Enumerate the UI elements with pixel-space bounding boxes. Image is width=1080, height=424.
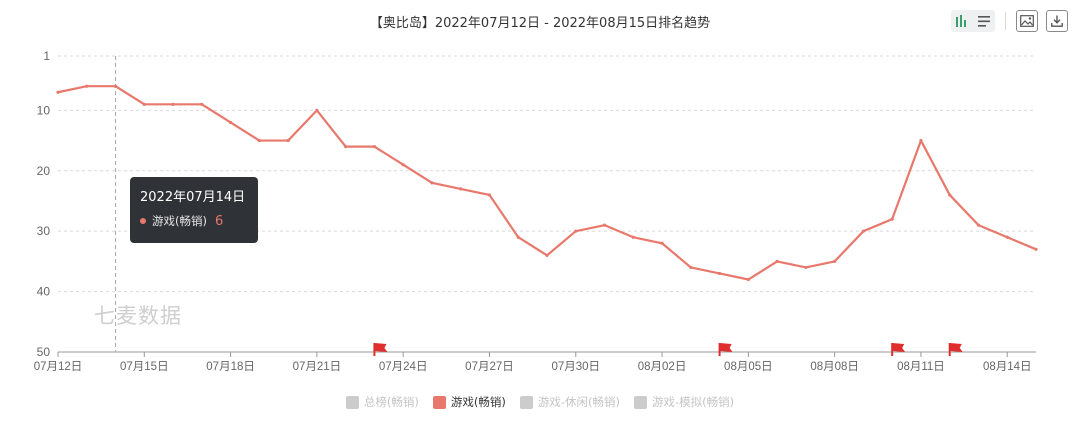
data-point — [574, 229, 578, 233]
data-point — [315, 108, 319, 112]
x-tick-label: 08月05日 — [724, 361, 773, 373]
legend-label: 游戏(畅销) — [450, 395, 506, 409]
data-point — [689, 265, 693, 270]
flag-cloth — [719, 343, 733, 352]
series-lines — [56, 84, 1038, 282]
data-point — [890, 217, 894, 221]
chart-title: 【奥比岛】2022年07月12日 - 2022年08月15日排名趋势 — [369, 16, 711, 31]
list-icon[interactable] — [973, 10, 995, 32]
legend-item[interactable]: 游戏(畅销) — [432, 394, 506, 410]
event-flags — [373, 343, 963, 356]
download-icon[interactable] — [1046, 10, 1068, 32]
data-point — [459, 187, 463, 191]
data-point — [85, 84, 89, 88]
data-point — [948, 193, 952, 197]
data-point — [487, 193, 492, 197]
y-tick-label: 30 — [37, 224, 51, 238]
x-tick-label: 08月11日 — [897, 361, 945, 373]
data-point — [775, 259, 779, 263]
data-point — [516, 235, 520, 239]
data-point — [660, 241, 664, 245]
tooltip-row: 游戏(畅销) 6 — [140, 213, 248, 229]
data-point — [746, 277, 750, 282]
legend-item[interactable]: 游戏-模拟(畅销) — [633, 394, 735, 410]
data-point — [228, 120, 233, 125]
data-point — [631, 235, 635, 239]
data-point — [804, 265, 808, 270]
data-point — [833, 259, 837, 263]
flag-cloth — [892, 343, 906, 352]
data-point — [1034, 247, 1038, 251]
x-tick-label: 08月08日 — [810, 361, 859, 373]
flag-icon — [948, 343, 963, 356]
data-point — [372, 145, 377, 149]
y-tick-label: 20 — [37, 164, 51, 178]
legend-swatch — [633, 395, 647, 409]
data-tooltip: 2022年07月14日 游戏(畅销) 6 — [130, 177, 258, 243]
toolbar-divider — [1005, 12, 1006, 30]
axes: 1 10 20 30 40 50 07月12日 07月15日 07月18日 07月21日 07月24… — [34, 49, 1036, 373]
watermark: 七麦数据 — [94, 304, 182, 328]
data-point — [1005, 235, 1009, 239]
chart-toolbar — [951, 10, 1068, 32]
x-tick-label: 07月24日 — [379, 361, 428, 373]
x-tick-label: 07月18日 — [206, 361, 255, 373]
y-tick-label: 10 — [37, 103, 51, 117]
data-point — [976, 223, 981, 227]
x-tick-label: 07月12日 — [34, 361, 83, 373]
data-point — [142, 102, 146, 106]
legend-swatch — [345, 395, 359, 409]
legend-swatch — [432, 395, 446, 409]
data-point — [200, 102, 204, 106]
flag-icon — [891, 343, 906, 356]
flag-icon — [718, 343, 733, 356]
data-point — [257, 138, 261, 143]
legend-label: 游戏-模拟(畅销) — [651, 395, 735, 409]
x-tick-label: 07月21日 — [293, 361, 342, 373]
data-point — [602, 223, 607, 227]
data-point — [430, 181, 434, 185]
image-save-icon[interactable] — [1016, 10, 1038, 32]
legend-label: 游戏-休闲(畅销) — [537, 395, 620, 409]
x-tick-label: 07月27日 — [465, 361, 514, 373]
tooltip-series: 游戏(畅销) — [152, 214, 207, 228]
chart-legend: 总榜(畅销) 游戏(畅销) 游戏-休闲(畅销) 游戏-模拟(畅销) — [0, 394, 1080, 410]
flag-cloth — [949, 343, 963, 352]
data-point — [861, 229, 866, 233]
data-point — [113, 84, 118, 88]
data-point — [401, 163, 405, 167]
data-point — [919, 138, 923, 143]
legend-swatch — [519, 395, 533, 409]
data-point — [717, 271, 722, 276]
x-tick-label: 08月02日 — [638, 361, 687, 373]
bar-chart-icon[interactable] — [951, 10, 973, 32]
flag-icon — [373, 343, 388, 356]
flag-cloth — [374, 343, 388, 352]
y-tick-label: 40 — [37, 285, 51, 299]
data-point — [545, 253, 549, 257]
x-tick-label: 07月30日 — [551, 361, 600, 373]
data-point — [56, 90, 60, 94]
data-point — [286, 138, 290, 143]
view-toggle[interactable] — [951, 10, 995, 32]
y-tick-label: 1 — [43, 49, 50, 63]
x-tick-label: 07月15日 — [120, 361, 169, 373]
y-tick-label: 50 — [37, 345, 51, 359]
tooltip-date: 2022年07月14日 — [140, 190, 246, 205]
legend-item[interactable]: 总榜(畅销) — [345, 394, 419, 410]
series-dot-icon — [140, 218, 146, 224]
x-tick-label: 08月14日 — [983, 361, 1032, 373]
legend-label: 总榜(畅销) — [363, 395, 419, 409]
data-point — [344, 145, 348, 149]
data-point — [171, 102, 175, 106]
tooltip-value: 6 — [214, 213, 224, 229]
legend-item[interactable]: 游戏-休闲(畅销) — [519, 394, 620, 410]
